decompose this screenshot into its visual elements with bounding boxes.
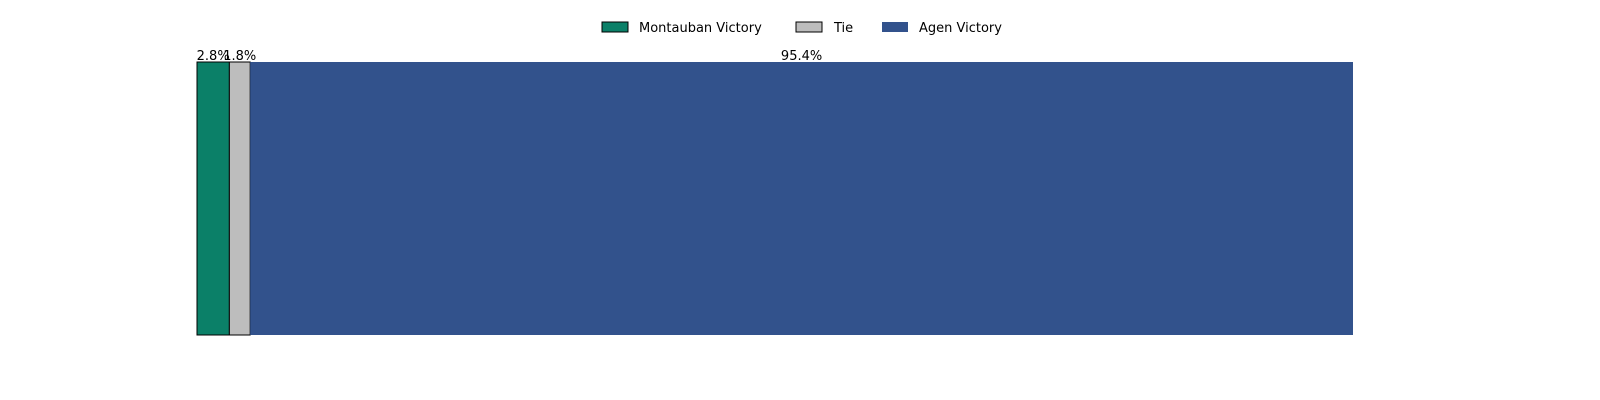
bar-segment-tie [228, 61, 251, 336]
bar-segment-montauban-victory [196, 61, 230, 336]
legend: Montauban Victory Tie Agen Victory [601, 21, 1002, 36]
bar-segments [196, 61, 1353, 336]
legend-label-montauban-victory: Montauban Victory [639, 21, 762, 36]
legend-swatch-tie [795, 21, 823, 33]
legend-swatch-agen-victory [882, 22, 908, 32]
data-labels: 2.8% 1.8% 95.4% [197, 49, 823, 64]
data-label-montauban-victory: 2.8% [197, 49, 230, 64]
legend-swatch-montauban-victory [601, 21, 629, 33]
legend-label-agen-victory: Agen Victory [919, 21, 1002, 36]
data-label-agen-victory: 95.4% [781, 49, 822, 64]
bar-segment-agen-victory [250, 62, 1353, 335]
legend-label-tie: Tie [833, 21, 853, 36]
data-label-tie: 1.8% [223, 49, 256, 64]
